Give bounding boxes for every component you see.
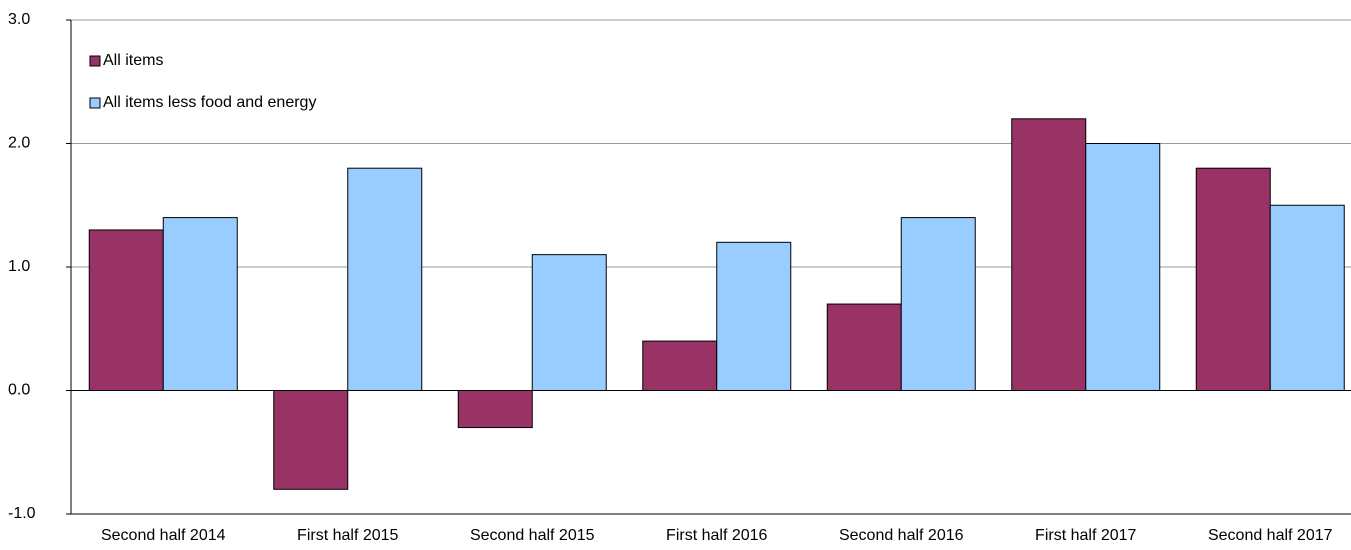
legend-label: All items less food and energy	[103, 94, 316, 111]
x-tick-label: Second half 2017	[1208, 527, 1333, 544]
x-tick-label: First half 2017	[1035, 527, 1136, 544]
x-tick-label: First half 2016	[666, 527, 767, 544]
y-tick-label: 0.0	[8, 382, 30, 399]
legend-swatch	[89, 97, 101, 109]
bar	[1195, 167, 1271, 391]
y-tick-label: 3.0	[8, 11, 30, 28]
y-tick-label: 2.0	[8, 135, 30, 152]
bar	[1011, 118, 1087, 392]
bar	[900, 217, 976, 391]
bar	[826, 303, 902, 391]
x-tick-label: Second half 2016	[839, 527, 964, 544]
bar	[1085, 143, 1161, 391]
bar	[1269, 204, 1345, 391]
bar	[273, 390, 349, 490]
bar	[347, 167, 423, 391]
x-tick-label: Second half 2015	[470, 527, 595, 544]
y-tick-label: -1.0	[8, 505, 36, 522]
y-tick-label: 1.0	[8, 258, 30, 275]
x-tick-label: First half 2015	[297, 527, 398, 544]
bar	[457, 390, 533, 429]
x-tick-label: Second half 2014	[101, 527, 226, 544]
bar	[162, 217, 238, 391]
bar	[642, 340, 718, 392]
bar	[531, 254, 607, 391]
legend-label: All items	[103, 52, 163, 69]
legend-swatch	[89, 55, 101, 67]
bar	[88, 229, 164, 391]
bar	[716, 241, 792, 391]
